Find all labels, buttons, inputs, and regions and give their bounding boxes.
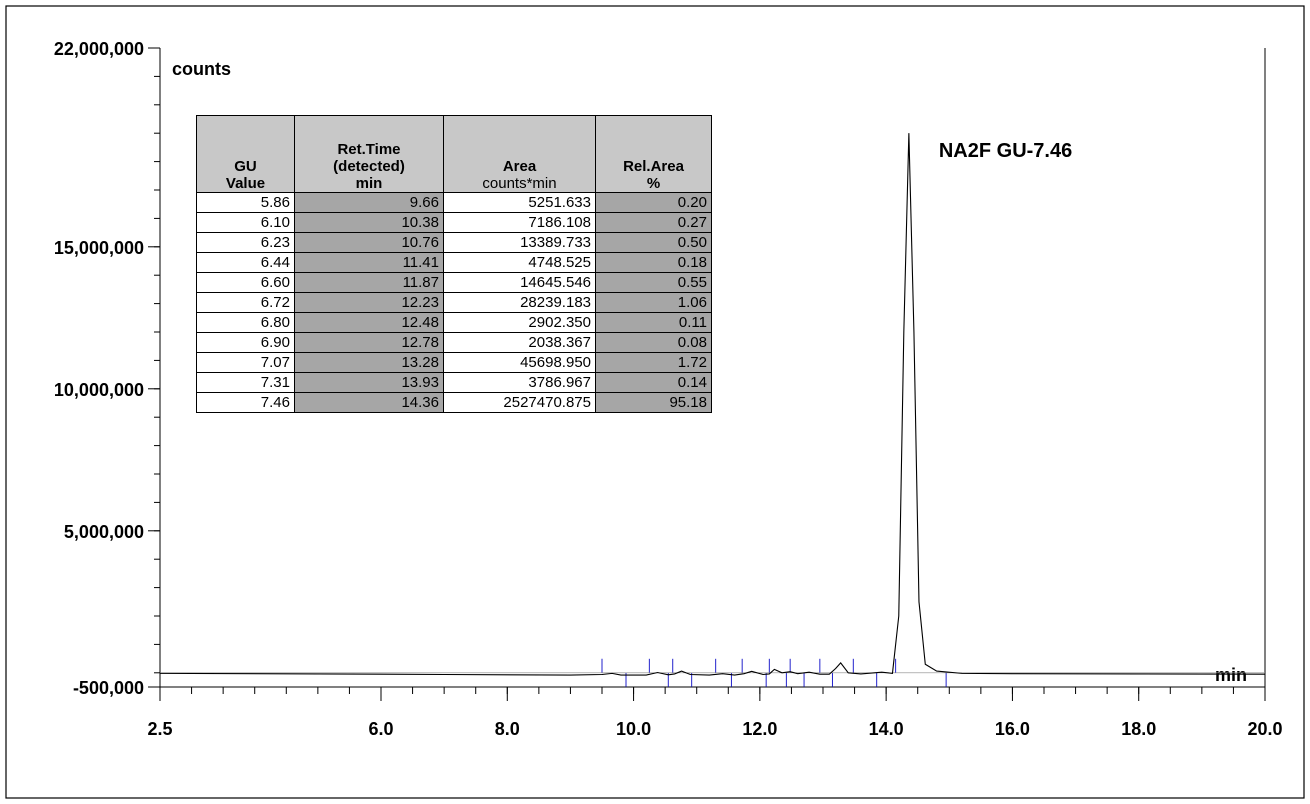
gu-table-header-text: min — [355, 175, 383, 192]
gu-table-header-cell: GU Value — [196, 115, 295, 193]
table-cell: 28239.183 — [443, 292, 596, 313]
signal-trace — [159, 133, 1266, 676]
table-cell: 5251.633 — [443, 192, 596, 213]
table-row: 6.72 12.23 28239.183 1.06 — [196, 292, 712, 313]
outer-frame — [5, 5, 1305, 799]
gu-table-header-text: Ret.Time — [337, 141, 401, 158]
table-cell: 13.93 — [294, 372, 444, 393]
table-cell: 2038.367 — [443, 332, 596, 353]
table-row: 6.23 10.76 13389.733 0.50 — [196, 232, 712, 253]
table-cell: 2527470.875 — [443, 392, 596, 413]
y-tick-label: 10,000,000 — [54, 380, 144, 400]
table-cell: 3786.967 — [443, 372, 596, 393]
gu-table-header-text: GU — [234, 158, 257, 175]
table-row: 6.10 10.38 7186.108 0.27 — [196, 212, 712, 233]
table-row: 6.90 12.78 2038.367 0.08 — [196, 332, 712, 353]
x-tick-label: 18.0 — [1121, 719, 1156, 739]
y-tick-label: 22,000,000 — [54, 39, 144, 59]
gu-table-header-unit: counts*min — [482, 175, 557, 192]
table-cell: 6.44 — [196, 252, 295, 273]
x-tick-label: 2.5 — [147, 719, 172, 739]
gu-table-header-text: (detected) — [333, 158, 405, 175]
table-row: 7.46 14.36 2527470.875 95.18 — [196, 392, 712, 413]
table-cell: 2902.350 — [443, 312, 596, 333]
x-axis-label: min — [1215, 665, 1247, 685]
table-cell: 7.31 — [196, 372, 295, 393]
table-cell: 7186.108 — [443, 212, 596, 233]
x-tick-label: 12.0 — [742, 719, 777, 739]
table-cell: 10.76 — [294, 232, 444, 253]
table-cell: 13389.733 — [443, 232, 596, 253]
table-cell: 6.72 — [196, 292, 295, 313]
x-tick-label: 14.0 — [869, 719, 904, 739]
table-cell: 6.80 — [196, 312, 295, 333]
gu-table-head: GU Value Ret.Time (detected) min Area counts*m… — [196, 115, 712, 193]
table-cell: 0.11 — [595, 312, 712, 333]
table-row: 6.80 12.48 2902.350 0.11 — [196, 312, 712, 333]
table-cell: 0.50 — [595, 232, 712, 253]
x-tick-label: 6.0 — [368, 719, 393, 739]
table-cell: 0.27 — [595, 212, 712, 233]
y-tick-label: 5,000,000 — [64, 522, 144, 542]
gu-table-header-row: GU Value Ret.Time (detected) min Area counts*m… — [196, 115, 712, 193]
table-cell: 12.23 — [294, 292, 444, 313]
table-cell: 9.66 — [294, 192, 444, 213]
gu-table-header-cell: Area counts*min — [443, 115, 596, 193]
y-tick-label: -500,000 — [73, 678, 144, 698]
table-cell: 6.10 — [196, 212, 295, 233]
table-row: 7.31 13.93 3786.967 0.14 — [196, 372, 712, 393]
table-cell: 45698.950 — [443, 352, 596, 373]
x-tick-label: 10.0 — [616, 719, 651, 739]
table-cell: 0.55 — [595, 272, 712, 293]
table-cell: 6.23 — [196, 232, 295, 253]
table-cell: 11.87 — [294, 272, 444, 293]
table-cell: 7.46 — [196, 392, 295, 413]
table-cell: 1.72 — [595, 352, 712, 373]
y-tick-label: 15,000,000 — [54, 238, 144, 258]
table-cell: 4748.525 — [443, 252, 596, 273]
table-cell: 13.28 — [294, 352, 444, 373]
table-cell: 1.06 — [595, 292, 712, 313]
gu-table-header-text: Area — [502, 158, 537, 175]
table-row: 7.07 13.28 45698.950 1.72 — [196, 352, 712, 373]
table-cell: 5.86 — [196, 192, 295, 213]
table-cell: 0.20 — [595, 192, 712, 213]
table-row: 5.86 9.66 5251.633 0.20 — [196, 192, 712, 213]
table-cell: 0.18 — [595, 252, 712, 273]
table-cell: 6.60 — [196, 272, 295, 293]
table-cell: 11.41 — [294, 252, 444, 273]
gu-table-header-cell: Ret.Time (detected) min — [294, 115, 444, 193]
table-row: 6.60 11.87 14645.546 0.55 — [196, 272, 712, 293]
table-cell: 14.36 — [294, 392, 444, 413]
gu-table-header-text: Rel.Area — [623, 158, 684, 175]
y-axis-label: counts — [172, 59, 231, 79]
table-cell: 10.38 — [294, 212, 444, 233]
table-cell: 12.48 — [294, 312, 444, 333]
gu-table-header-text: Value — [225, 175, 266, 192]
peak-annotation: NA2F GU-7.46 — [939, 140, 1072, 162]
table-cell: 0.14 — [595, 372, 712, 393]
gu-table-header-text: % — [646, 175, 661, 192]
x-tick-label: 16.0 — [995, 719, 1030, 739]
table-cell: 95.18 — [595, 392, 712, 413]
gu-table-body: 5.86 9.66 5251.633 0.20 6.10 10.38 7186.108 0.2… — [196, 192, 712, 413]
table-cell: 7.07 — [196, 352, 295, 373]
table-cell: 6.90 — [196, 332, 295, 353]
x-tick-label: 8.0 — [495, 719, 520, 739]
table-cell: 0.08 — [595, 332, 712, 353]
table-cell: 14645.546 — [443, 272, 596, 293]
gu-table: GU Value Ret.Time (detected) min Area counts*m… — [196, 115, 712, 413]
table-row: 6.44 11.41 4748.525 0.18 — [196, 252, 712, 273]
table-cell: 12.78 — [294, 332, 444, 353]
x-tick-label: 20.0 — [1247, 719, 1282, 739]
gu-table-header-cell: Rel.Area% — [595, 115, 712, 193]
